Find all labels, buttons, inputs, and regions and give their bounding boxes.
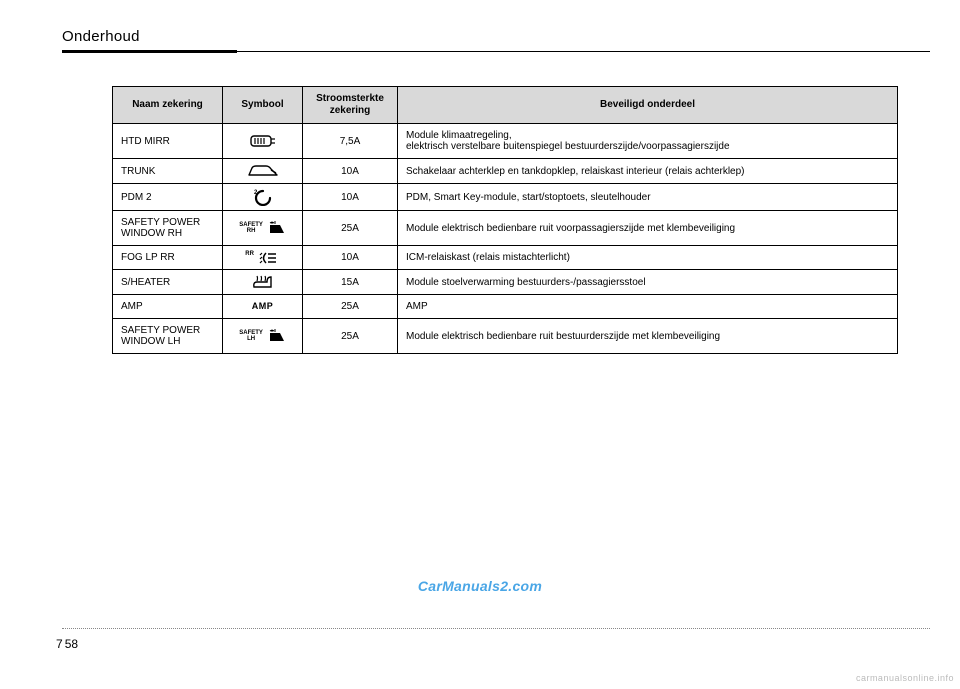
cell-protected: ICM-relaiskast (relais mistachterlicht) [398, 246, 898, 270]
cell-symbol: SAFETY RH [223, 211, 303, 246]
cell-rating: 10A [303, 246, 398, 270]
cell-protected: Module stoelverwarming bestuurders-/pass… [398, 270, 898, 295]
cell-name: TRUNK [113, 159, 223, 184]
table-row: PDM 2 2 10A PDM, Smart Key-module, start… [113, 184, 898, 211]
amp-icon: AMP [252, 301, 274, 311]
cell-rating: 7,5A [303, 124, 398, 159]
th-rating: Stroomsterkte zekering [303, 87, 398, 124]
cell-rating: 25A [303, 211, 398, 246]
safety-lh-icon [268, 329, 286, 343]
cell-rating: 10A [303, 159, 398, 184]
table-row: SAFETY POWER WINDOW LH SAFETY LH 25A Mod… [113, 319, 898, 354]
fuse-table: Naam zekering Symbool Stroomsterkte zeke… [112, 86, 898, 354]
table-row: SAFETY POWER WINDOW RH SAFETY RH 25A Mod… [113, 211, 898, 246]
cell-symbol [223, 159, 303, 184]
cell-name: FOG LP RR [113, 246, 223, 270]
table-row: AMP AMP 25A AMP [113, 295, 898, 319]
pdm2-icon: 2 [252, 188, 274, 206]
cell-symbol [223, 270, 303, 295]
sheater-icon [251, 274, 275, 290]
table-row: HTD MIRR 7,5A Module klimaatregeling, el… [113, 124, 898, 159]
fog-icon [258, 251, 280, 265]
page-no: 58 [65, 637, 78, 651]
watermark: CarManuals2.com [418, 578, 542, 594]
section-title: Onderhoud [62, 28, 960, 45]
cell-rating: 15A [303, 270, 398, 295]
cell-symbol: RR [223, 246, 303, 270]
cell-protected: Module elektrisch bedienbare ruit voorpa… [398, 211, 898, 246]
trunk-icon [246, 163, 280, 179]
cell-name: PDM 2 [113, 184, 223, 211]
cell-name: SAFETY POWER WINDOW LH [113, 319, 223, 354]
cell-rating: 25A [303, 319, 398, 354]
cell-name: S/HEATER [113, 270, 223, 295]
corner-watermark: carmanualsonline.info [856, 673, 954, 683]
th-symbol: Symbool [223, 87, 303, 124]
cell-protected: Schakelaar achterklep en tankdopklep, re… [398, 159, 898, 184]
safety-rh-icon [268, 221, 286, 235]
chapter-number: 7 [56, 637, 63, 651]
cell-rating: 10A [303, 184, 398, 211]
cell-protected: Module klimaatregeling, elektrisch verst… [398, 124, 898, 159]
cell-rating: 25A [303, 295, 398, 319]
table-row: TRUNK 10A Schakelaar achterklep en tankd… [113, 159, 898, 184]
htd-mirr-icon [248, 133, 278, 149]
page-number: 758 [56, 637, 78, 651]
footer-rule [62, 628, 930, 629]
cell-symbol: AMP [223, 295, 303, 319]
header-rule [62, 51, 930, 52]
cell-symbol: SAFETY LH [223, 319, 303, 354]
th-protected: Beveiligd onderdeel [398, 87, 898, 124]
table-header-row: Naam zekering Symbool Stroomsterkte zeke… [113, 87, 898, 124]
safety-lh-label: SAFETY LH [239, 330, 263, 342]
th-name: Naam zekering [113, 87, 223, 124]
cell-name: SAFETY POWER WINDOW RH [113, 211, 223, 246]
cell-symbol: 2 [223, 184, 303, 211]
cell-protected: PDM, Smart Key-module, start/stoptoets, … [398, 184, 898, 211]
cell-name: HTD MIRR [113, 124, 223, 159]
cell-name: AMP [113, 295, 223, 319]
cell-symbol [223, 124, 303, 159]
table-row: S/HEATER 15A Module stoelverwarming best… [113, 270, 898, 295]
table-row: FOG LP RR RR 10A ICM-relaiskast (relais … [113, 246, 898, 270]
safety-rh-label: SAFETY RH [239, 222, 263, 234]
fog-rr-label: RR [245, 251, 254, 257]
cell-protected: Module elektrisch bedienbare ruit bestuu… [398, 319, 898, 354]
cell-protected: AMP [398, 295, 898, 319]
